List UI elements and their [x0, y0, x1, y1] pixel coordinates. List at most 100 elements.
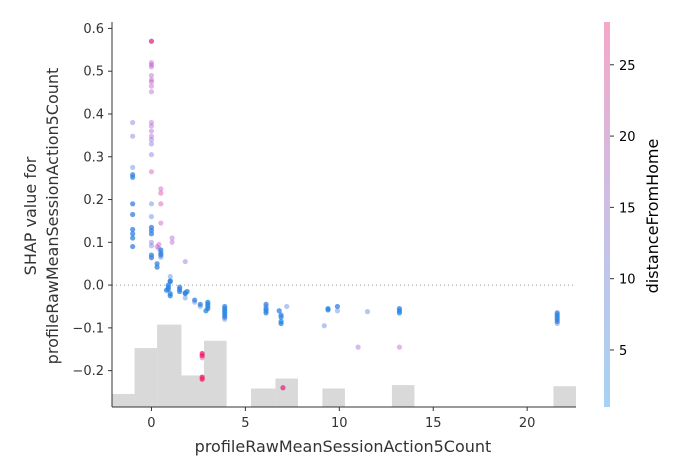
data-point: [148, 119, 155, 126]
histogram-bar: [204, 340, 227, 407]
data-point: [396, 344, 403, 350]
data-point: [284, 303, 290, 310]
data-point: [278, 320, 284, 327]
data-point: [130, 201, 136, 207]
y-tick-label: 0.1: [83, 236, 104, 251]
data-point: [148, 169, 155, 175]
data-point: [199, 353, 205, 359]
data-point: [192, 297, 198, 303]
data-point: [158, 252, 164, 258]
x-axis-label: profileRawMeanSessionAction5Count: [195, 437, 492, 456]
data-point: [263, 310, 269, 316]
data-point: [148, 60, 155, 66]
x-tick-label: 15: [425, 416, 442, 431]
data-point: [148, 243, 155, 249]
histogram-bar: [181, 375, 205, 407]
data-point: [167, 293, 173, 299]
x-tick-label: 0: [147, 416, 155, 431]
data-point: [355, 344, 361, 350]
data-point: [130, 235, 136, 241]
x-tick-label: 20: [519, 416, 536, 431]
histogram-bar: [391, 385, 415, 407]
histogram-bar: [112, 393, 135, 407]
histogram-bar: [251, 388, 276, 407]
data-point: [334, 303, 341, 310]
data-point: [148, 152, 155, 158]
data-point: [197, 303, 203, 310]
histogram-bar: [134, 348, 158, 407]
data-point: [130, 243, 136, 250]
y-ticks: −0.2 −0.1 0.0 0.1 0.2 0.3 0.4 0.5 0.6: [72, 22, 112, 379]
data-point: [130, 174, 136, 180]
scatter-points: [130, 38, 560, 391]
data-point: [148, 255, 155, 261]
data-point: [334, 308, 341, 314]
histogram-bar: [322, 388, 345, 407]
data-point: [163, 287, 170, 293]
x-ticks: 0 5 10 15 20: [147, 407, 535, 431]
y-tick-label: 0.5: [83, 65, 104, 80]
y-tick-label: 0.2: [83, 193, 104, 208]
data-point: [276, 308, 282, 314]
axes: [111, 22, 576, 408]
colorbar: [604, 22, 610, 407]
data-point: [199, 374, 205, 380]
colorbar-tick-label: 20: [619, 130, 636, 145]
y-axis-label-line-2: profileRawMeanSessionAction5Count: [43, 68, 62, 365]
data-point: [554, 320, 560, 327]
data-point: [148, 38, 155, 44]
y-axis-label: SHAP value for profileRawMeanSessionActi…: [21, 68, 62, 365]
data-point: [130, 133, 136, 139]
data-point: [364, 309, 371, 315]
data-point: [130, 226, 136, 233]
data-point: [156, 241, 162, 248]
data-point: [148, 214, 155, 220]
data-point: [325, 307, 331, 313]
data-point: [197, 301, 203, 307]
data-point: [130, 164, 136, 171]
data-point: [396, 310, 403, 316]
data-point: [130, 211, 136, 218]
colorbar-label: distanceFromHome: [643, 139, 662, 294]
histogram-bar: [275, 378, 298, 407]
data-point: [148, 62, 155, 68]
data-point: [148, 83, 155, 89]
data-point: [148, 239, 155, 245]
data-point: [321, 323, 327, 329]
data-point: [148, 137, 155, 143]
data-point: [263, 301, 269, 307]
data-point: [130, 119, 136, 126]
data-point: [130, 231, 136, 237]
data-point: [148, 123, 155, 129]
data-point: [148, 201, 155, 207]
data-point: [148, 133, 155, 139]
data-point: [158, 254, 164, 260]
data-point: [184, 288, 190, 295]
data-point: [154, 243, 160, 250]
x-tick-label: 5: [241, 416, 249, 431]
x-tick-label: 10: [331, 416, 348, 431]
data-point: [169, 239, 175, 245]
data-point: [222, 316, 228, 322]
data-point: [222, 314, 228, 320]
data-point: [148, 89, 155, 95]
colorbar-tick-label: 15: [619, 201, 636, 216]
data-point: [169, 235, 175, 241]
data-point: [158, 201, 164, 207]
data-point: [148, 72, 155, 79]
colorbar-tick-label: 25: [619, 59, 636, 74]
colorbar-tick-label: 5: [619, 344, 627, 359]
data-point: [203, 308, 209, 314]
data-point: [280, 385, 286, 391]
data-point: [154, 264, 160, 270]
y-tick-label: 0.4: [83, 107, 104, 122]
histogram-layer: [112, 324, 576, 407]
histogram-bar: [157, 324, 182, 407]
data-point: [199, 355, 205, 361]
data-point: [278, 314, 284, 320]
data-point: [167, 279, 173, 285]
data-point: [158, 186, 164, 192]
histogram-bar: [553, 386, 576, 407]
data-point: [192, 299, 198, 305]
